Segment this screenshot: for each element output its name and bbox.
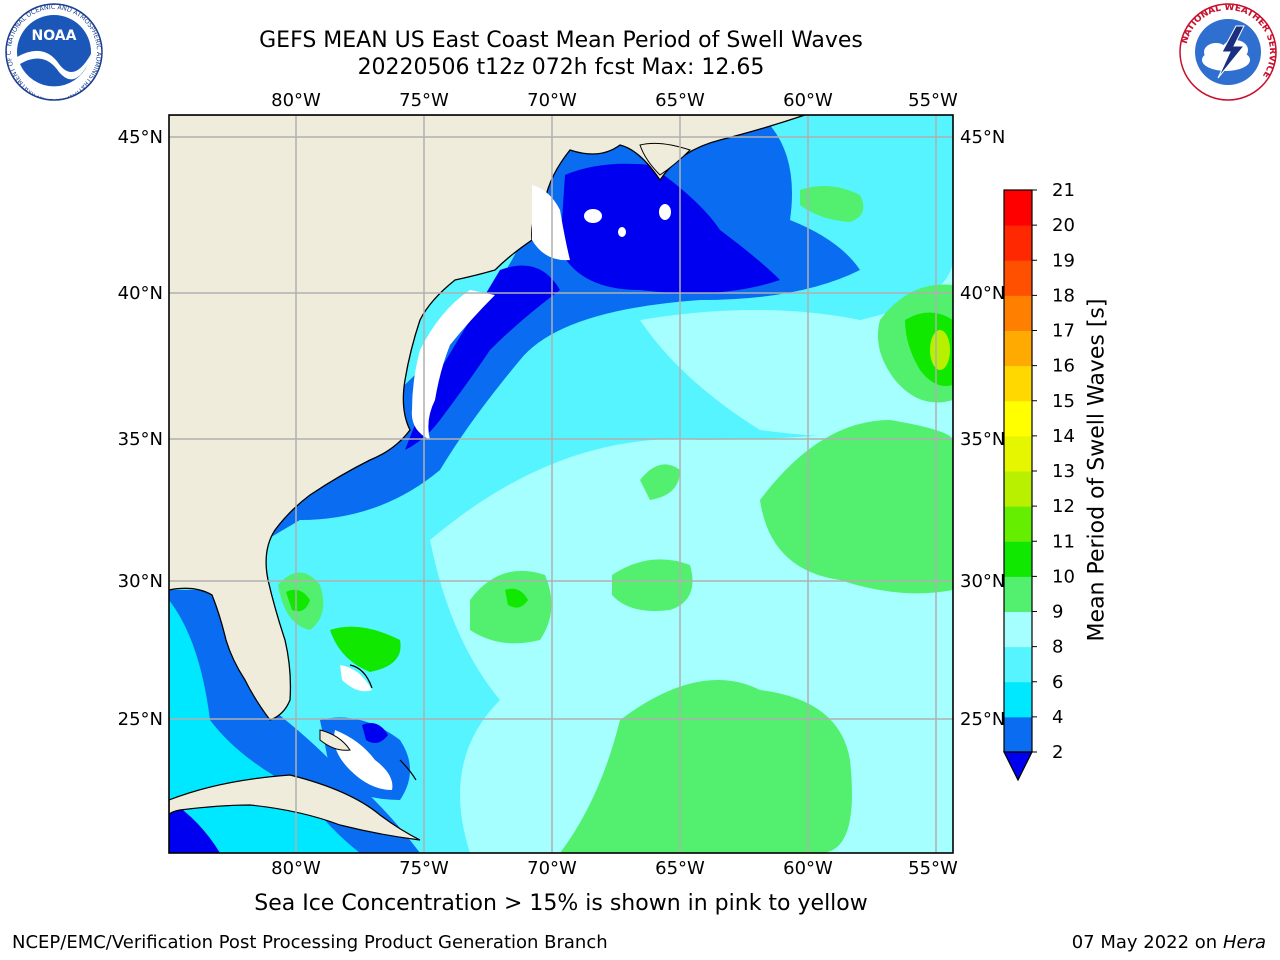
lat-label-left: 25°N: [118, 709, 163, 730]
colorbar-tick-label: 9: [1052, 602, 1063, 623]
lon-label-top: 60°W: [783, 90, 833, 111]
colorbar-segment: [1004, 435, 1032, 472]
sea-ice-footnote: Sea Ice Concentration > 15% is shown in …: [254, 891, 868, 916]
colorbar-label: Mean Period of Swell Waves [s]: [1084, 298, 1110, 642]
colorbar-segment: [1004, 190, 1032, 226]
lon-label-bottom: 70°W: [527, 858, 577, 879]
lat-label-left: 40°N: [118, 283, 163, 304]
colorbar-tick-label: 11: [1052, 531, 1075, 552]
colorbar-tick-label: 20: [1052, 215, 1075, 236]
swell-period-field: [169, 115, 953, 853]
colorbar-segment: [1004, 716, 1032, 753]
colorbar-segment: [1004, 576, 1032, 612]
colorbar-segment: [1004, 330, 1032, 367]
colorbar-tick-label: 18: [1052, 285, 1075, 306]
lon-label-top: 65°W: [655, 90, 705, 111]
colorbar-tick-label: 10: [1052, 566, 1075, 587]
lon-label-bottom: 55°W: [908, 858, 958, 879]
colorbar-segment: [1004, 400, 1032, 437]
map-frame: [168, 114, 954, 854]
lat-label-right: 45°N: [960, 127, 1005, 148]
lon-label-bottom: 75°W: [399, 858, 449, 879]
lat-label-left: 30°N: [118, 571, 163, 592]
lon-label-top: 80°W: [271, 90, 321, 111]
colorbar-tick-label: 8: [1052, 637, 1063, 658]
lon-label-top: 55°W: [908, 90, 958, 111]
colorbar-tick-label: 4: [1052, 707, 1063, 728]
machine-name: Hera: [1222, 932, 1266, 953]
colorbar-tick-label: 6: [1052, 672, 1063, 693]
colorbar-tick-label: 15: [1052, 391, 1075, 412]
colorbar-segment: [1004, 611, 1032, 648]
lon-label-bottom: 80°W: [271, 858, 321, 879]
colorbar-tick-label: 13: [1052, 461, 1075, 482]
colorbar-segment: [1004, 295, 1032, 331]
colorbar-tick-label: 17: [1052, 321, 1075, 342]
colorbar-segment: [1004, 471, 1032, 507]
colorbar-segment: [1004, 506, 1032, 542]
colorbar-ticks: 2 4 6 8 9 10 11 12 13 14 15 16 17 18 19 20 21: [1032, 180, 1075, 763]
colorbar-segment: [1004, 260, 1032, 296]
lon-label-bottom: 65°W: [655, 858, 705, 879]
lat-label-right: 35°N: [960, 429, 1005, 450]
forecast-subtitle: 20220506 t12z 072h fcst Max: 12.65: [357, 55, 765, 80]
date-line: 07 May 2022 on Hera: [1072, 932, 1266, 953]
colorbar-segment: [1004, 541, 1032, 577]
credit-line: NCEP/EMC/Verification Post Processing Pr…: [12, 932, 608, 953]
lat-label-right: 30°N: [960, 571, 1005, 592]
colorbar-segment: [1004, 646, 1032, 683]
colorbar-segment: [1004, 365, 1032, 402]
colorbar-tick-label: 14: [1052, 426, 1075, 447]
colorbar-tick-label: 12: [1052, 496, 1075, 517]
colorbar-segment: [1004, 681, 1032, 718]
lat-label-right: 25°N: [960, 709, 1005, 730]
colorbar-extend-triangle: [1003, 751, 1033, 782]
lat-label-left: 35°N: [118, 429, 163, 450]
graticule: [169, 115, 953, 853]
date-text: 07 May 2022 on: [1071, 932, 1218, 953]
colorbar: [1003, 189, 1033, 782]
lon-label-bottom: 60°W: [783, 858, 833, 879]
colorbar-tick-label: 19: [1052, 250, 1075, 271]
noaa-logo-icon: NATIONAL OCEANIC AND ATMOSPHERIC ADMINIS…: [4, 2, 103, 101]
colorbar-tick-label: 21: [1052, 180, 1075, 201]
map-title: GEFS MEAN US East Coast Mean Period of S…: [259, 28, 863, 53]
colorbar-tick-label: 16: [1052, 356, 1075, 377]
lon-label-top: 75°W: [399, 90, 449, 111]
nws-logo-icon: NATIONAL WEATHER SERVICE: [1179, 3, 1277, 101]
noaa-text: NOAA: [32, 28, 77, 44]
colorbar-segment: [1004, 225, 1032, 261]
colorbar-tick-label: 2: [1052, 742, 1063, 763]
lon-label-top: 70°W: [527, 90, 577, 111]
lat-label-left: 45°N: [118, 127, 163, 148]
lat-label-right: 40°N: [960, 283, 1005, 304]
